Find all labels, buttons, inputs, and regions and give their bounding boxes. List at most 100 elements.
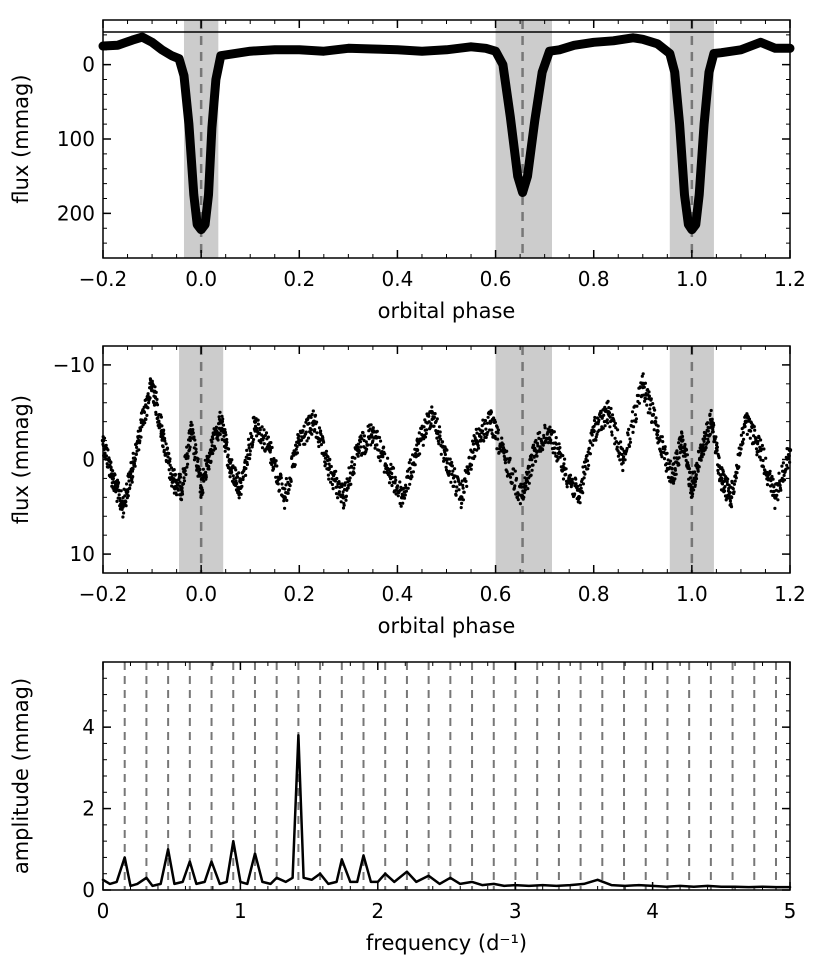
scatter-dot	[396, 484, 400, 488]
scatter-dot	[728, 499, 733, 503]
scatter-dot	[651, 402, 655, 406]
scatter-dot	[283, 496, 287, 500]
scatter-dot	[131, 451, 135, 455]
scatter-dot	[725, 496, 729, 500]
scatter-dot	[651, 412, 656, 417]
scatter-dot	[417, 431, 421, 435]
scatter-dot	[406, 486, 410, 490]
series-line-0	[98, 32, 795, 235]
scatter-dot	[782, 473, 786, 477]
scatter-dot	[579, 486, 583, 490]
scatter-dot	[440, 440, 445, 444]
scatter-dot	[186, 462, 190, 466]
scatter-dot	[620, 452, 624, 457]
scatter-dot	[343, 481, 347, 485]
scatter-dot	[239, 480, 243, 485]
xtick-label: 0.0	[185, 267, 217, 291]
scatter-dot	[495, 447, 499, 451]
scatter-dot	[497, 450, 501, 454]
scatter-dot	[133, 457, 137, 461]
scatter-dot	[749, 429, 753, 433]
scatter-dot	[129, 472, 133, 476]
scatter-dot	[379, 439, 383, 443]
scatter-dot	[734, 476, 738, 480]
scatter-dot	[163, 439, 167, 443]
scatter-dot	[453, 467, 457, 471]
scatter-dot	[132, 462, 136, 466]
scatter-dot	[739, 433, 744, 437]
scatter-dot	[329, 480, 333, 484]
scatter-dot	[741, 441, 745, 445]
scatter-dot	[461, 486, 465, 490]
scatter-dot	[255, 434, 259, 438]
scatter-dot	[501, 442, 505, 447]
scatter-dot	[694, 477, 699, 481]
scatter-dot	[520, 485, 524, 489]
scatter-dot	[262, 436, 266, 440]
scatter-dot	[422, 425, 426, 429]
scatter-dot	[411, 470, 415, 474]
scatter-dot	[234, 479, 238, 483]
scatter-dot	[125, 482, 129, 486]
scatter-dot	[493, 420, 497, 424]
scatter-dot	[444, 465, 448, 469]
scatter-dot	[660, 455, 664, 459]
scatter-dot	[474, 427, 478, 431]
scatter-dot	[527, 481, 531, 485]
scatter-dot	[245, 462, 249, 467]
scatter-dot	[284, 483, 288, 487]
panel-light-curve: −0.2 0.0 0.2 0.4 0.6 0.8 1.0 1.2 0 100 200 orbital …	[9, 19, 806, 323]
scatter-dot	[389, 462, 393, 466]
scatter-dot	[641, 372, 645, 376]
scatter-dot	[622, 455, 626, 459]
scatter-dot	[437, 442, 441, 446]
scatter-dot	[223, 428, 227, 432]
scatter-dot	[313, 428, 317, 432]
scatter-dot	[543, 426, 547, 430]
scatter-dot	[786, 447, 790, 451]
scatter-dot	[199, 484, 203, 488]
scatter-dot	[556, 457, 560, 461]
scatter-dot	[299, 438, 304, 442]
scatter-dot	[627, 427, 631, 431]
scatter-dot	[353, 456, 357, 460]
scatter-dot	[224, 433, 228, 437]
scatter-dot	[588, 452, 593, 456]
scatter-dot	[445, 461, 449, 465]
scatter-dot	[524, 484, 528, 488]
scatter-dot	[495, 425, 499, 429]
scatter-dot	[613, 421, 618, 425]
scatter-dot	[105, 462, 109, 466]
scatter-dot	[357, 449, 361, 453]
scatter-dot	[779, 488, 783, 492]
scatter-dot	[303, 442, 307, 446]
scatter-dot	[156, 416, 160, 420]
scatter-dot	[349, 482, 353, 486]
scatter-dot	[548, 425, 552, 429]
scatter-dot	[185, 465, 189, 469]
xtick-label: −0.2	[79, 267, 128, 291]
scatter-dot	[768, 469, 772, 473]
scatter-dot	[366, 443, 370, 447]
scatter-dot	[549, 438, 553, 442]
scatter-dot	[364, 440, 368, 444]
scatter-dot	[745, 432, 749, 436]
scatter-dot	[578, 483, 583, 487]
xtick-label: 0	[97, 899, 110, 923]
scatter-dot	[279, 476, 283, 480]
scatter-dot	[673, 477, 677, 481]
scatter-dot	[384, 464, 389, 468]
scatter-dot	[585, 459, 590, 463]
scatter-dot	[599, 411, 603, 415]
scatter-dot	[194, 450, 198, 454]
scatter-dot	[530, 458, 534, 462]
scatter-dot	[192, 435, 196, 439]
scatter-dot	[626, 433, 630, 437]
scatter-dot	[634, 417, 639, 421]
scatter-dot	[416, 441, 421, 445]
scatter-dot	[759, 438, 763, 442]
scatter-dot	[188, 447, 192, 452]
scatter-dot	[277, 488, 281, 492]
scatter-dot	[235, 475, 240, 479]
scatter-dot	[660, 435, 664, 439]
